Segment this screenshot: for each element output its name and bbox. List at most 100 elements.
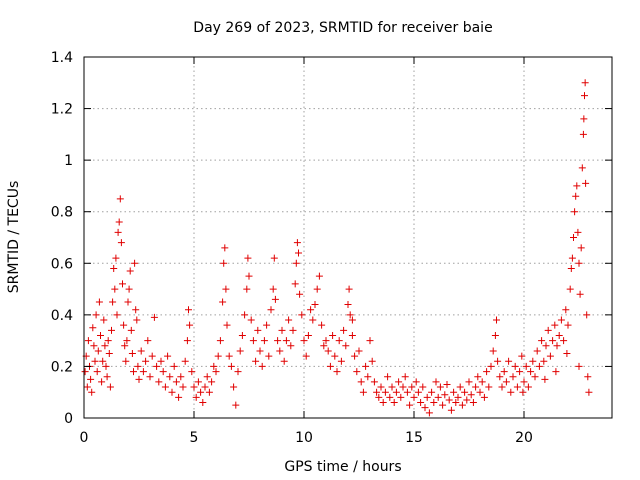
x-tick-label: 20 [515,430,533,446]
data-point [439,401,447,409]
data-point [111,285,119,293]
y-axis-label: SRMTID / TECUs [6,181,22,294]
data-point [84,337,92,345]
data-point [452,399,460,407]
data-point [368,357,376,365]
data-point [581,92,588,100]
data-point [494,357,502,365]
data-point [425,409,433,417]
data-point [244,254,252,262]
data-point [89,324,97,332]
data-point [551,321,559,329]
data-point [120,321,128,329]
data-point [322,337,330,345]
data-point [326,362,334,370]
data-point [298,311,306,319]
data-point [102,362,110,370]
data-point [135,375,143,383]
data-point [563,350,571,358]
data-point [335,337,343,345]
y-tick-label: 1.4 [51,50,73,66]
data-point [511,362,519,370]
data-point [520,378,528,386]
data-point [179,383,187,391]
data-point [469,399,477,407]
data-point [342,342,350,350]
data-point [549,337,557,345]
data-point [421,404,429,412]
chart-title: Day 269 of 2023, SRMTID for receiver bai… [193,20,492,36]
data-point [205,388,213,396]
data-point [577,244,585,252]
data-point [329,331,337,339]
data-point [493,316,500,324]
data-point [463,396,471,404]
data-point [225,352,233,360]
data-point [234,368,242,376]
data-point [223,321,231,329]
data-point [124,298,132,306]
data-points [81,79,593,417]
data-point [572,192,580,200]
data-point [555,331,563,339]
data-point [578,164,586,172]
data-point [88,388,96,396]
data-point [289,326,297,334]
data-point [500,368,508,376]
data-point [406,401,414,409]
data-point [527,368,535,376]
data-point [370,378,378,386]
data-point [333,368,341,376]
data-point [150,313,158,321]
data-point [112,254,120,262]
data-point [142,357,150,365]
data-point [465,378,473,386]
data-point [531,373,539,381]
data-point [485,383,493,391]
data-point [461,388,469,396]
data-point [220,259,228,267]
data-point [159,368,167,376]
data-point [313,285,321,293]
y-tick-label: 0.8 [51,205,73,221]
data-point [581,79,589,87]
data-point [104,337,112,345]
data-point [324,347,332,355]
data-point [519,388,527,396]
data-point [351,352,359,360]
data-point [232,401,240,409]
data-point [164,352,172,360]
data-point [212,368,220,376]
y-tick-label: 1 [64,153,73,169]
data-point [583,311,591,319]
data-point [535,362,543,370]
data-point [516,368,524,376]
data-point [114,228,122,236]
data-point [309,316,317,324]
grid [84,57,612,418]
data-point [480,393,488,401]
data-point [83,383,91,391]
data-point [119,280,126,288]
data-point [293,239,301,247]
data-point [188,368,196,376]
data-point [496,373,504,381]
data-point [580,115,588,123]
data-point [155,378,163,386]
data-point [210,362,218,370]
data-point [243,285,251,293]
data-point [571,208,579,216]
data-point [410,393,418,401]
data-point [542,342,550,350]
data-point [491,331,499,339]
data-point [443,380,451,388]
data-point [408,383,416,391]
data-point [518,352,526,360]
data-point [538,337,546,345]
data-point [236,347,244,355]
data-point [574,228,582,236]
data-point [161,383,169,391]
data-point [97,331,104,339]
data-point [201,383,209,391]
data-point [263,321,271,329]
